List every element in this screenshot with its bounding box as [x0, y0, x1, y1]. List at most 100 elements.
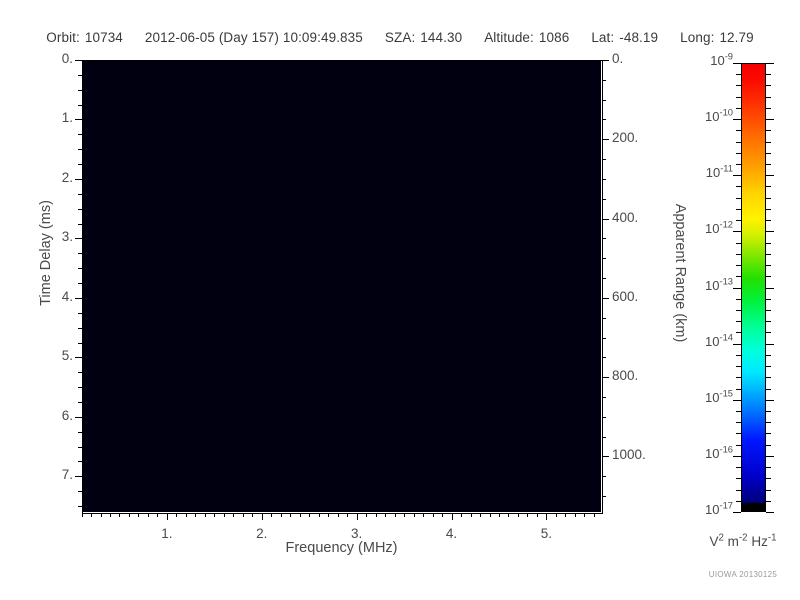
header-altitude-value: 1086 — [538, 30, 570, 45]
frequency-tick — [423, 513, 424, 517]
units-m: m — [727, 534, 739, 549]
units-hz-exp: -1 — [767, 532, 777, 544]
colorbar-minor-tick — [736, 467, 741, 468]
colorbar-major-tick — [766, 400, 774, 401]
colorbar-minor-tick — [736, 478, 741, 479]
colorbar-tick-label: 10-13 — [705, 276, 733, 293]
header-orbit: Orbit: 10734 — [46, 30, 123, 45]
time-delay-tick — [78, 253, 82, 254]
frequency-tick — [91, 513, 92, 517]
colorbar-major-tick — [766, 344, 774, 345]
time-delay-tick — [78, 105, 82, 106]
colorbar-minor-tick — [736, 108, 741, 109]
colorbar-minor-tick — [766, 366, 771, 367]
colorbar-major-tick — [733, 512, 741, 513]
frequency-tick — [271, 513, 272, 517]
time-delay-tick — [78, 447, 82, 448]
time-delay-tick — [75, 476, 82, 477]
frequency-tick — [490, 513, 491, 517]
colorbar-tick-label: 10-9 — [710, 51, 733, 68]
colorbar-major-tick — [766, 456, 774, 457]
colorbar-minor-tick — [736, 411, 741, 412]
colorbar-major-tick — [733, 119, 741, 120]
frequency-tick — [537, 513, 538, 517]
apparent-range-tick — [602, 119, 606, 120]
frequency-tick — [366, 513, 367, 517]
header-sza: SZA: 144.30 — [385, 30, 462, 45]
colorbar-major-tick — [733, 344, 741, 345]
header-altitude-label: Altitude: — [484, 30, 534, 45]
frequency-tick — [262, 513, 263, 520]
frequency-tick — [252, 513, 253, 517]
colorbar-minor-tick — [736, 332, 741, 333]
units-m-exp: -2 — [738, 532, 748, 544]
frequency-tick — [518, 513, 519, 517]
frequency-tick — [243, 513, 244, 517]
apparent-range-tick — [602, 456, 609, 457]
colorbar-minor-tick — [736, 153, 741, 154]
time-delay-tick-label: 1. — [61, 110, 73, 126]
apparent-range-tick-label: 600. — [612, 288, 639, 304]
colorbar-minor-tick — [766, 355, 771, 356]
colorbar-minor-tick — [736, 142, 741, 143]
frequency-tick — [148, 513, 149, 517]
frequency-tick — [129, 513, 130, 517]
frequency-tick — [328, 513, 329, 517]
colorbar-minor-tick — [736, 265, 741, 266]
time-delay-tick — [78, 402, 82, 403]
header-lat-value: -48.19 — [619, 30, 659, 45]
apparent-range-tick-label: 200. — [612, 130, 639, 146]
header-sza-label: SZA: — [384, 30, 416, 45]
apparent-range-tick — [602, 80, 606, 81]
frequency-tick-label: 2. — [256, 526, 268, 541]
time-delay-tick — [75, 357, 82, 358]
frequency-tick — [376, 513, 377, 517]
apparent-range-tick — [602, 357, 606, 358]
colorbar-minor-tick — [736, 310, 741, 311]
frequency-tick — [281, 513, 282, 517]
colorbar-minor-tick — [736, 299, 741, 300]
header-orbit-label: Orbit: — [46, 30, 80, 45]
time-delay-tick — [78, 491, 82, 492]
colorbar-minor-tick — [766, 130, 771, 131]
colorbar-minor-tick — [736, 377, 741, 378]
apparent-range-tick — [602, 278, 606, 279]
header-long: Long: 12.79 — [680, 30, 754, 45]
frequency-tick — [527, 513, 528, 517]
colorbar-tick-label: 10-16 — [705, 444, 733, 461]
colorbar-major-tick — [733, 288, 741, 289]
frequency-tick — [300, 513, 301, 517]
frequency-tick — [176, 513, 177, 517]
frequency-tick — [224, 513, 225, 517]
frequency-tick — [565, 513, 566, 517]
colorbar-major-tick — [733, 231, 741, 232]
time-delay-tick-label: 7. — [61, 467, 73, 483]
time-delay-tick — [78, 164, 82, 165]
colorbar-minor-tick — [766, 265, 771, 266]
frequency-tick-label: 1. — [161, 526, 173, 541]
colorbar-minor-tick — [736, 433, 741, 434]
time-delay-tick — [75, 417, 82, 418]
apparent-range-tick — [602, 338, 606, 339]
frequency-tick — [404, 513, 405, 517]
frequency-tick — [575, 513, 576, 517]
colorbar-major-tick — [766, 119, 774, 120]
time-delay-tick-label: 0. — [61, 51, 73, 66]
apparent-range-tick — [602, 377, 609, 378]
time-delay-tick — [78, 372, 82, 373]
frequency-tick — [138, 513, 139, 517]
colorbar-minor-tick — [736, 501, 741, 502]
colorbar-minor-tick — [766, 501, 771, 502]
apparent-range-tick-label: 0. — [612, 51, 624, 66]
colorbar-major-tick — [733, 456, 741, 457]
frequency-tick — [471, 513, 472, 517]
time-delay-tick — [78, 75, 82, 76]
colorbar-minor-tick — [766, 321, 771, 322]
time-delay-tick — [78, 506, 82, 507]
header-lat-label: Lat: — [591, 30, 615, 45]
colorbar-minor-tick — [766, 299, 771, 300]
time-delay-tick — [78, 343, 82, 344]
colorbar-tick-label: 10-14 — [705, 332, 733, 349]
colorbar-minor-tick — [766, 97, 771, 98]
frequency-tick — [119, 513, 120, 517]
